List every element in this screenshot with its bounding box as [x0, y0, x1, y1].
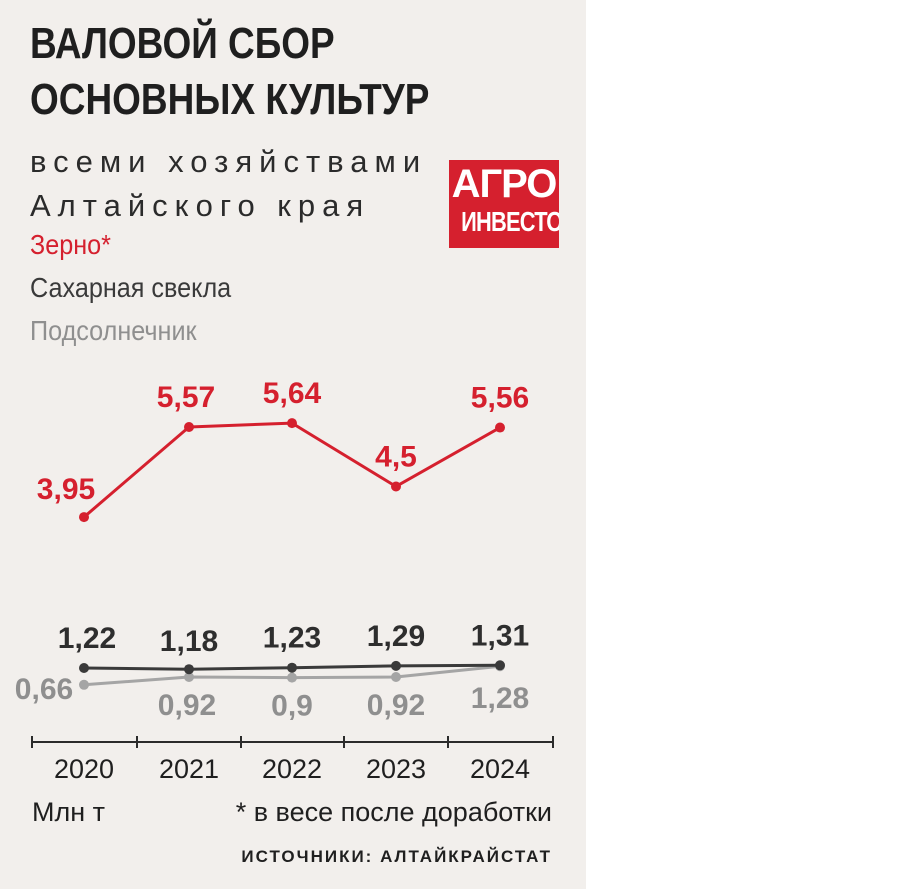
- legend-item-sunflower: Подсолнечник: [30, 315, 197, 346]
- data-point-sugar-beet-2022: [287, 662, 297, 673]
- data-point-sunflower-2020: [79, 679, 89, 690]
- footnote: * в весе после доработки: [235, 797, 552, 827]
- legend-item-sugar-beet: Сахарная свекла: [30, 272, 232, 303]
- data-label-grain-2023: 4,5: [375, 440, 417, 473]
- data-label-sugar-beet-2023: 1,29: [367, 620, 425, 653]
- data-label-sugar-beet-2022: 1,23: [263, 622, 321, 655]
- data-point-grain-2024: [495, 422, 505, 433]
- chart-subtitle-line2: Алтайского края: [30, 188, 371, 223]
- data-label-sugar-beet-2020: 1,22: [58, 622, 116, 655]
- data-point-sugar-beet-2021: [184, 664, 194, 675]
- source-credit: ИСТОЧНИКИ: АЛТАЙКРАЙСТАТ: [241, 847, 552, 866]
- data-point-sugar-beet-2020: [79, 663, 89, 673]
- data-point-grain-2020: [79, 512, 89, 523]
- data-label-sunflower-2023: 0,92: [367, 689, 425, 722]
- x-tick-label-2021: 2021: [159, 754, 219, 784]
- agroinvestor-logo: АГРО ИНВЕСТОР: [449, 160, 559, 248]
- data-point-sugar-beet-2024: [495, 660, 505, 671]
- x-tick-label-2024: 2024: [470, 754, 530, 784]
- data-point-sunflower-2023: [391, 672, 401, 682]
- data-label-grain-2022: 5,64: [263, 377, 322, 410]
- data-label-grain-2020: 3,95: [37, 473, 95, 506]
- unit-label: Млн т: [32, 797, 106, 827]
- data-label-grain-2021: 5,57: [157, 381, 215, 414]
- chart-title-line2: ОСНОВНЫХ КУЛЬТУР: [30, 75, 430, 124]
- logo-text-line2: ИНВЕСТОР: [461, 206, 559, 237]
- legend-item-grain: Зерно*: [30, 229, 111, 260]
- data-label-grain-2024: 5,56: [471, 382, 529, 415]
- data-label-sunflower-2021: 0,92: [158, 689, 216, 722]
- chart-subtitle-line1: всеми хозяйствами: [30, 144, 428, 179]
- series-line-grain: [83, 421, 501, 519]
- data-point-grain-2023: [391, 481, 401, 492]
- infographic-card: ВАЛОВОЙ СБОР ОСНОВНЫХ КУЛЬТУР всеми хозя…: [0, 0, 586, 889]
- x-tick-label-2023: 2023: [366, 754, 426, 784]
- data-label-sugar-beet-2024: 1,31: [471, 619, 529, 652]
- data-point-sugar-beet-2023: [391, 660, 401, 671]
- data-label-sunflower-2022: 0,9: [271, 690, 313, 723]
- data-label-sugar-beet-2021: 1,18: [160, 625, 218, 658]
- logo-text-line1: АГРО: [451, 162, 558, 206]
- chart-title-line1: ВАЛОВОЙ СБОР: [30, 19, 335, 68]
- x-tick-label-2020: 2020: [54, 754, 114, 784]
- data-point-grain-2022: [287, 418, 297, 429]
- data-label-sunflower-2024: 1,28: [471, 682, 529, 715]
- x-tick-label-2022: 2022: [262, 754, 322, 784]
- data-point-sunflower-2021: [184, 672, 194, 682]
- data-point-grain-2021: [184, 422, 194, 432]
- data-point-sunflower-2022: [287, 672, 297, 683]
- data-label-sunflower-2020: 0,66: [15, 673, 73, 706]
- line-chart: 3,95 5,57 5,64 4,5 5,56 1,22 1,18 1,23 1,29 1,31 0…: [15, 377, 554, 784]
